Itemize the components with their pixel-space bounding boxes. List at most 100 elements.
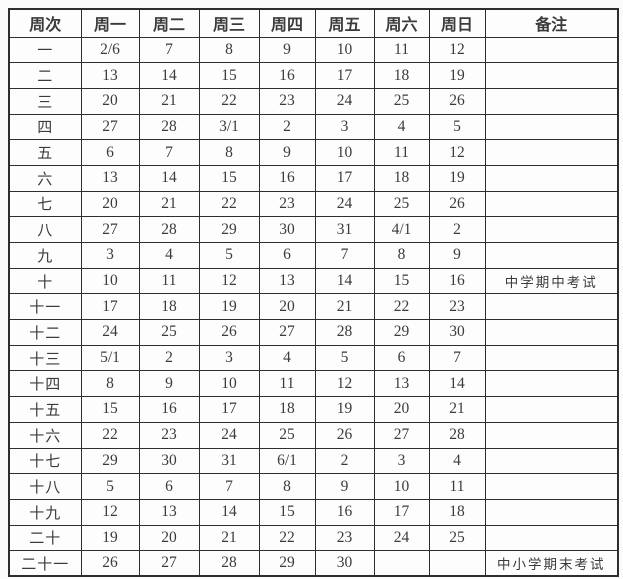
header-cell-saturday: 周六 (373, 8, 430, 38)
week-cell: 五 (8, 139, 82, 166)
table-row: 十四 8 9 10 11 12 13 14 (8, 370, 619, 398)
header-cell-monday: 周一 (80, 8, 140, 38)
remark-cell (484, 139, 619, 166)
day-cell: 18 (428, 498, 486, 526)
day-cell: 7 (314, 242, 375, 269)
day-cell: 25 (138, 319, 200, 346)
day-cell: 4 (373, 113, 430, 141)
day-cell: 16 (258, 62, 316, 89)
day-cell: 12 (80, 498, 140, 526)
day-cell: 28 (314, 319, 375, 346)
day-cell: 4 (428, 447, 486, 475)
day-cell: 12 (314, 370, 375, 398)
day-cell: 19 (428, 164, 486, 192)
day-cell: 10 (80, 267, 140, 295)
day-cell: 7 (138, 139, 200, 166)
table-row: 十九 12 13 14 15 16 17 18 (8, 498, 619, 526)
day-cell: 13 (258, 267, 316, 295)
day-cell: 11 (258, 370, 316, 398)
day-cell: 19 (428, 62, 486, 89)
day-cell: 13 (138, 498, 200, 526)
day-cell: 25 (258, 421, 316, 449)
day-cell: 22 (198, 87, 260, 115)
week-cell: 一 (8, 36, 82, 64)
day-cell: 17 (198, 396, 260, 423)
day-cell: 14 (138, 164, 200, 192)
day-cell: 16 (428, 267, 486, 295)
day-cell (428, 550, 486, 577)
day-cell: 15 (198, 62, 260, 89)
day-cell: 29 (373, 319, 430, 346)
week-cell: 十四 (8, 370, 82, 398)
day-cell: 15 (80, 396, 140, 423)
remark-cell (484, 113, 619, 141)
day-cell: 2 (314, 447, 375, 475)
day-cell: 10 (198, 370, 260, 398)
day-cell: 28 (138, 216, 200, 243)
day-cell: 5 (428, 113, 486, 141)
day-cell: 20 (373, 396, 430, 423)
day-cell: 14 (198, 498, 260, 526)
day-cell: 24 (80, 319, 140, 346)
day-cell: 4/1 (373, 216, 430, 243)
remark-cell (484, 524, 619, 552)
day-cell: 30 (258, 216, 316, 243)
day-cell: 26 (428, 190, 486, 218)
day-cell: 25 (373, 87, 430, 115)
day-cell: 24 (373, 524, 430, 552)
day-cell: 27 (80, 113, 140, 141)
week-cell: 八 (8, 216, 82, 243)
remark-cell (484, 36, 619, 64)
day-cell: 6 (258, 242, 316, 269)
remark-cell (484, 396, 619, 423)
day-cell: 3 (314, 113, 375, 141)
day-cell: 17 (314, 164, 375, 192)
remark-cell (484, 319, 619, 346)
day-cell: 3/1 (198, 113, 260, 141)
table-row: 六 13 14 15 16 17 18 19 (8, 164, 619, 192)
header-cell-sunday: 周日 (428, 8, 486, 38)
day-cell: 30 (428, 319, 486, 346)
day-cell: 26 (314, 421, 375, 449)
day-cell: 10 (314, 139, 375, 166)
day-cell: 27 (80, 216, 140, 243)
day-cell: 8 (198, 139, 260, 166)
week-cell: 十 (8, 267, 82, 295)
day-cell (373, 550, 430, 577)
header-cell-thursday: 周四 (258, 8, 316, 38)
day-cell: 20 (80, 87, 140, 115)
day-cell: 28 (428, 421, 486, 449)
day-cell: 29 (198, 216, 260, 243)
day-cell: 27 (258, 319, 316, 346)
day-cell: 8 (198, 36, 260, 64)
day-cell: 5 (198, 242, 260, 269)
table-row: 三 20 21 22 23 24 25 26 (8, 87, 619, 115)
calendar-body: 一 2/6 7 8 9 10 11 12 二 13 14 15 16 17 18 19 三 20 21 22 23 24 2… (8, 36, 619, 577)
day-cell: 8 (258, 473, 316, 500)
day-cell: 12 (198, 267, 260, 295)
day-cell: 31 (314, 216, 375, 243)
day-cell: 30 (138, 447, 200, 475)
week-cell: 十六 (8, 421, 82, 449)
day-cell: 24 (198, 421, 260, 449)
remark-cell (484, 421, 619, 449)
day-cell: 6/1 (258, 447, 316, 475)
day-cell: 2 (428, 216, 486, 243)
header-cell-friday: 周五 (314, 8, 375, 38)
header-cell-tuesday: 周二 (138, 8, 200, 38)
day-cell: 7 (198, 473, 260, 500)
table-row: 二 13 14 15 16 17 18 19 (8, 62, 619, 89)
table-row: 十三 5/1 2 3 4 5 6 7 (8, 344, 619, 372)
week-cell: 十三 (8, 344, 82, 372)
day-cell: 8 (373, 242, 430, 269)
remark-cell (484, 62, 619, 89)
day-cell: 8 (80, 370, 140, 398)
day-cell: 21 (198, 524, 260, 552)
day-cell: 10 (373, 473, 430, 500)
day-cell: 2 (258, 113, 316, 141)
day-cell: 21 (138, 87, 200, 115)
header-cell-week: 周次 (8, 8, 82, 38)
remark-cell (484, 293, 619, 321)
day-cell: 23 (428, 293, 486, 321)
